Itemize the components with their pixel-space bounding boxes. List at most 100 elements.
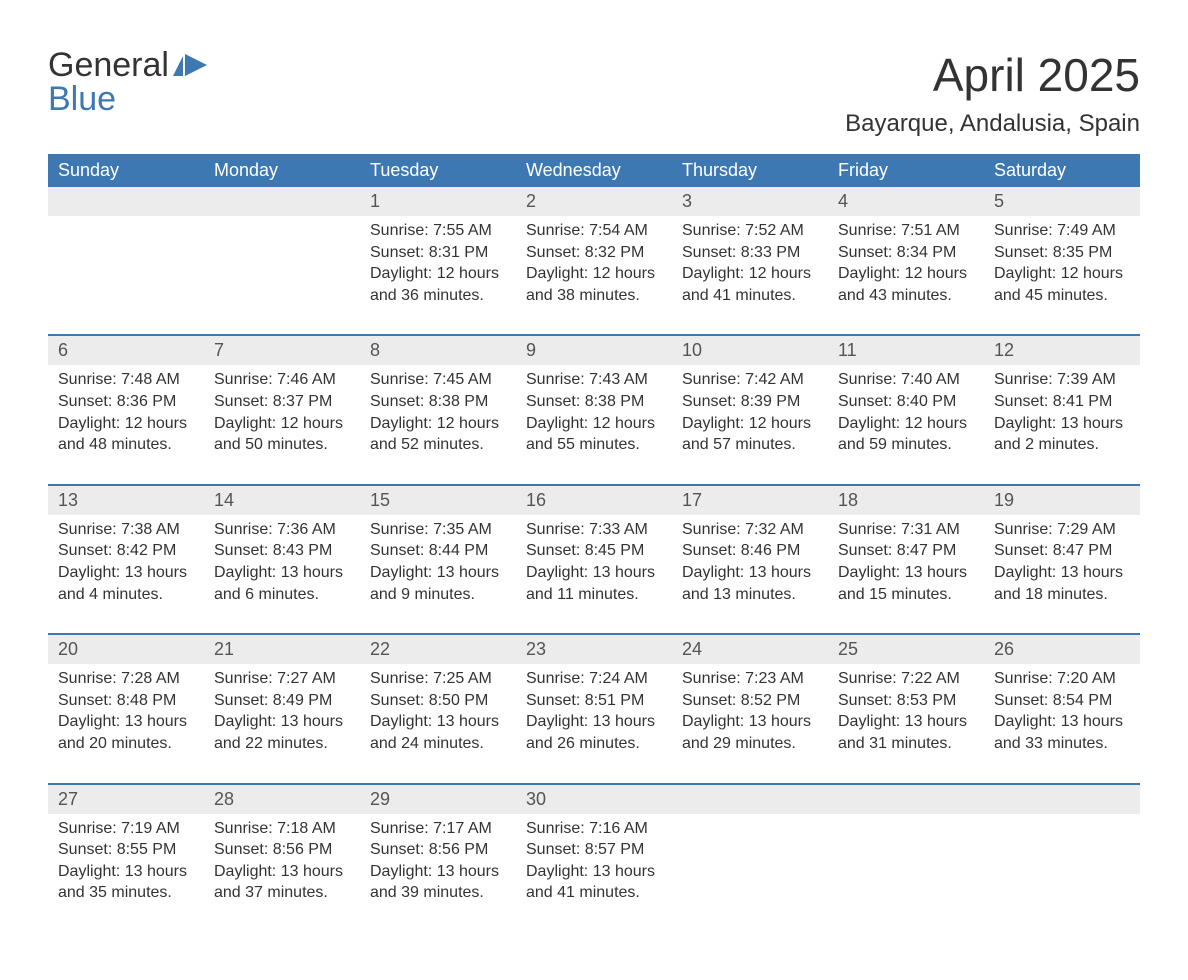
sunrise-text: Sunrise: 7:22 AM [838, 668, 974, 690]
day-content-cell: Sunrise: 7:32 AMSunset: 8:46 PMDaylight:… [672, 515, 828, 634]
day-number-cell: 16 [516, 486, 672, 515]
sunset-text: Sunset: 8:39 PM [682, 391, 818, 413]
day-number-cell: 18 [828, 486, 984, 515]
daylight-text: Daylight: 12 hours and 52 minutes. [370, 413, 506, 456]
logo-flag-icon [173, 54, 209, 81]
sunrise-text: Sunrise: 7:52 AM [682, 220, 818, 242]
sunrise-text: Sunrise: 7:20 AM [994, 668, 1130, 690]
daylight-text: Daylight: 13 hours and 2 minutes. [994, 413, 1130, 456]
logo-text-line2: Blue [48, 82, 116, 116]
sunset-text: Sunset: 8:38 PM [526, 391, 662, 413]
day-content-cell: Sunrise: 7:28 AMSunset: 8:48 PMDaylight:… [48, 664, 204, 783]
daylight-text: Daylight: 13 hours and 22 minutes. [214, 711, 350, 754]
day-content-cell: Sunrise: 7:38 AMSunset: 8:42 PMDaylight:… [48, 515, 204, 634]
daylight-text: Daylight: 12 hours and 38 minutes. [526, 263, 662, 306]
sunset-text: Sunset: 8:40 PM [838, 391, 974, 413]
sunrise-text: Sunrise: 7:40 AM [838, 369, 974, 391]
day-number-cell: 30 [516, 785, 672, 814]
weekday-header: Saturday [984, 154, 1140, 187]
day-number-cell [204, 187, 360, 216]
sunset-text: Sunset: 8:47 PM [994, 540, 1130, 562]
daylight-text: Daylight: 13 hours and 6 minutes. [214, 562, 350, 605]
day-content-cell: Sunrise: 7:29 AMSunset: 8:47 PMDaylight:… [984, 515, 1140, 634]
sunrise-text: Sunrise: 7:51 AM [838, 220, 974, 242]
daylight-text: Daylight: 13 hours and 37 minutes. [214, 861, 350, 904]
sunrise-text: Sunrise: 7:49 AM [994, 220, 1130, 242]
day-content-row: Sunrise: 7:48 AMSunset: 8:36 PMDaylight:… [48, 365, 1140, 484]
calendar-body: 12345 Sunrise: 7:55 AMSunset: 8:31 PMDay… [48, 187, 1140, 932]
day-number-cell: 9 [516, 336, 672, 365]
day-number-cell: 4 [828, 187, 984, 216]
daylight-text: Daylight: 12 hours and 43 minutes. [838, 263, 974, 306]
day-content-cell: Sunrise: 7:33 AMSunset: 8:45 PMDaylight:… [516, 515, 672, 634]
month-title: April 2025 [845, 48, 1140, 102]
day-content-cell: Sunrise: 7:25 AMSunset: 8:50 PMDaylight:… [360, 664, 516, 783]
day-content-cell: Sunrise: 7:16 AMSunset: 8:57 PMDaylight:… [516, 814, 672, 932]
day-number-cell: 17 [672, 486, 828, 515]
sunrise-text: Sunrise: 7:17 AM [370, 818, 506, 840]
sunrise-text: Sunrise: 7:18 AM [214, 818, 350, 840]
sunrise-text: Sunrise: 7:55 AM [370, 220, 506, 242]
sunset-text: Sunset: 8:54 PM [994, 690, 1130, 712]
day-number-cell: 3 [672, 187, 828, 216]
day-content-row: Sunrise: 7:28 AMSunset: 8:48 PMDaylight:… [48, 664, 1140, 783]
day-content-cell: Sunrise: 7:51 AMSunset: 8:34 PMDaylight:… [828, 216, 984, 335]
sunrise-text: Sunrise: 7:48 AM [58, 369, 194, 391]
daylight-text: Daylight: 13 hours and 35 minutes. [58, 861, 194, 904]
daylight-text: Daylight: 12 hours and 48 minutes. [58, 413, 194, 456]
day-number-cell: 15 [360, 486, 516, 515]
day-number-cell: 1 [360, 187, 516, 216]
weekday-header: Friday [828, 154, 984, 187]
daylight-text: Daylight: 13 hours and 4 minutes. [58, 562, 194, 605]
day-content-cell: Sunrise: 7:18 AMSunset: 8:56 PMDaylight:… [204, 814, 360, 932]
sunset-text: Sunset: 8:46 PM [682, 540, 818, 562]
day-number-cell: 19 [984, 486, 1140, 515]
day-number-cell: 5 [984, 187, 1140, 216]
sunset-text: Sunset: 8:49 PM [214, 690, 350, 712]
day-content-cell [48, 216, 204, 335]
sunrise-text: Sunrise: 7:36 AM [214, 519, 350, 541]
sunrise-text: Sunrise: 7:39 AM [994, 369, 1130, 391]
daylight-text: Daylight: 13 hours and 24 minutes. [370, 711, 506, 754]
day-number-cell: 25 [828, 635, 984, 664]
sunset-text: Sunset: 8:48 PM [58, 690, 194, 712]
day-content-cell: Sunrise: 7:23 AMSunset: 8:52 PMDaylight:… [672, 664, 828, 783]
day-number-row: 13141516171819 [48, 486, 1140, 515]
sunset-text: Sunset: 8:56 PM [370, 839, 506, 861]
sunrise-text: Sunrise: 7:25 AM [370, 668, 506, 690]
day-content-cell [204, 216, 360, 335]
weekday-header: Tuesday [360, 154, 516, 187]
day-number-cell: 7 [204, 336, 360, 365]
day-content-cell [984, 814, 1140, 932]
daylight-text: Daylight: 13 hours and 18 minutes. [994, 562, 1130, 605]
sunset-text: Sunset: 8:51 PM [526, 690, 662, 712]
day-content-cell [828, 814, 984, 932]
day-number-cell: 21 [204, 635, 360, 664]
day-number-cell [672, 785, 828, 814]
sunrise-text: Sunrise: 7:42 AM [682, 369, 818, 391]
sunset-text: Sunset: 8:56 PM [214, 839, 350, 861]
day-number-cell: 13 [48, 486, 204, 515]
daylight-text: Daylight: 13 hours and 41 minutes. [526, 861, 662, 904]
day-content-cell: Sunrise: 7:54 AMSunset: 8:32 PMDaylight:… [516, 216, 672, 335]
day-content-cell: Sunrise: 7:45 AMSunset: 8:38 PMDaylight:… [360, 365, 516, 484]
sunrise-text: Sunrise: 7:27 AM [214, 668, 350, 690]
day-number-cell: 14 [204, 486, 360, 515]
daylight-text: Daylight: 13 hours and 11 minutes. [526, 562, 662, 605]
sunset-text: Sunset: 8:34 PM [838, 242, 974, 264]
sunset-text: Sunset: 8:45 PM [526, 540, 662, 562]
sunrise-text: Sunrise: 7:38 AM [58, 519, 194, 541]
daylight-text: Daylight: 13 hours and 9 minutes. [370, 562, 506, 605]
sunset-text: Sunset: 8:33 PM [682, 242, 818, 264]
day-content-cell: Sunrise: 7:46 AMSunset: 8:37 PMDaylight:… [204, 365, 360, 484]
sunset-text: Sunset: 8:31 PM [370, 242, 506, 264]
daylight-text: Daylight: 13 hours and 20 minutes. [58, 711, 194, 754]
sunset-text: Sunset: 8:52 PM [682, 690, 818, 712]
day-content-row: Sunrise: 7:55 AMSunset: 8:31 PM Daylight:… [48, 216, 1140, 335]
daylight-text: Daylight: 12 hours and 59 minutes. [838, 413, 974, 456]
daylight-text: Daylight: 13 hours and 33 minutes. [994, 711, 1130, 754]
sunrise-text: Sunrise: 7:32 AM [682, 519, 818, 541]
daylight-text: Daylight: 12 hours and 41 minutes. [682, 263, 818, 306]
sunrise-text: Sunrise: 7:33 AM [526, 519, 662, 541]
day-number-cell [828, 785, 984, 814]
